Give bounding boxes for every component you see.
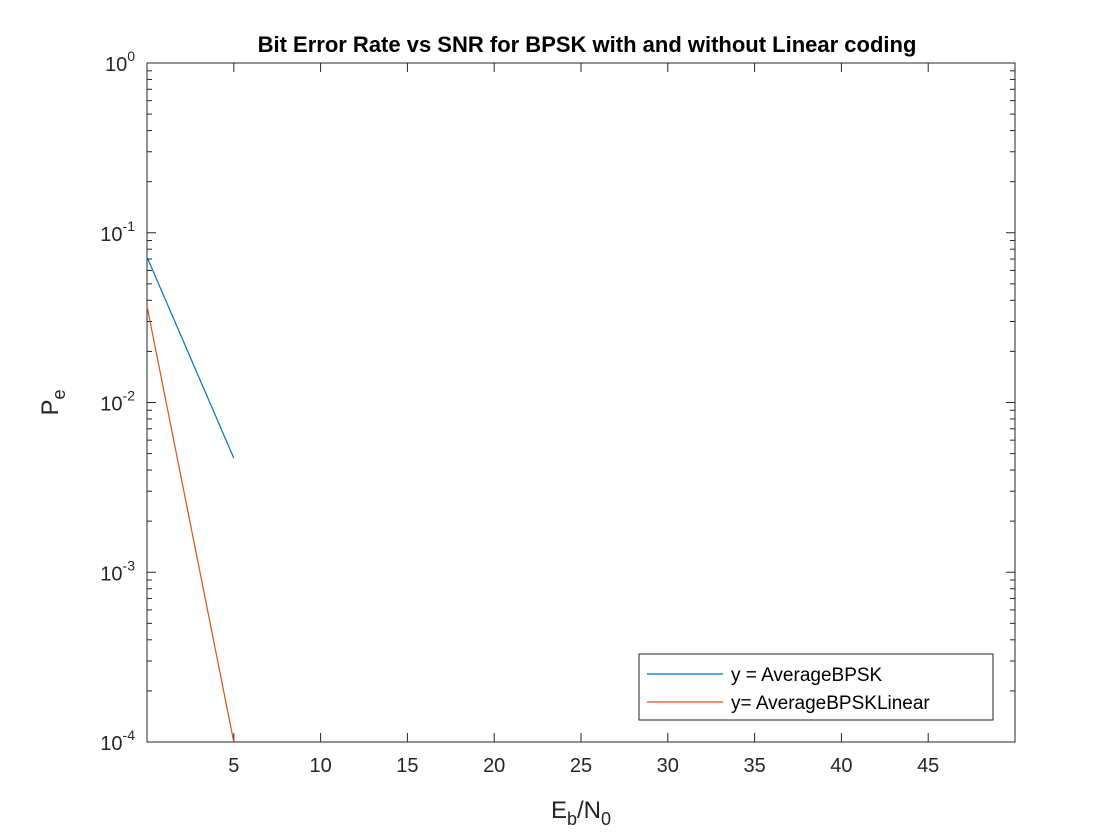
chart-labels: Bit Error Rate vs SNR for BPSK with and …: [37, 32, 916, 829]
x-tick-label: 30: [657, 755, 679, 777]
x-tick-label: 20: [483, 755, 505, 777]
plot-area: [146, 62, 1016, 743]
x-tick-label: 10: [309, 755, 331, 777]
series-line: [146, 256, 235, 459]
series-line: [146, 305, 235, 743]
y-tick-label: 10-1: [100, 218, 135, 246]
x-tick-label: 25: [570, 755, 592, 777]
legend-entry-label: y= AverageBPSKLinear: [731, 693, 930, 714]
x-tick-label: 15: [396, 755, 418, 777]
legend: y = AverageBPSK y= AverageBPSKLinear: [638, 653, 994, 721]
x-tick-label: 45: [917, 755, 939, 777]
y-tick-label: 10-2: [100, 388, 135, 416]
x-tick-label: 5: [228, 755, 239, 777]
x-axis-label: Eb/N0: [551, 797, 611, 829]
y-tick-label: 10-3: [100, 557, 135, 585]
series-group: [146, 256, 235, 743]
chart-title: Bit Error Rate vs SNR for BPSK with and …: [258, 32, 917, 57]
axis-ticks: 5 10 15 20 25 30 35 40 45 100 10-1 10-2 10-3 10-4: [100, 48, 1015, 777]
y-tick-label: 10-4: [100, 727, 135, 755]
x-tick-label: 40: [830, 755, 852, 777]
legend-entry-label: y = AverageBPSK: [731, 665, 883, 686]
y-axis-label: Pe: [37, 389, 69, 415]
x-tick-label: 35: [743, 755, 765, 777]
y-tick-label: 100: [105, 48, 135, 76]
legend-box: [638, 653, 994, 721]
